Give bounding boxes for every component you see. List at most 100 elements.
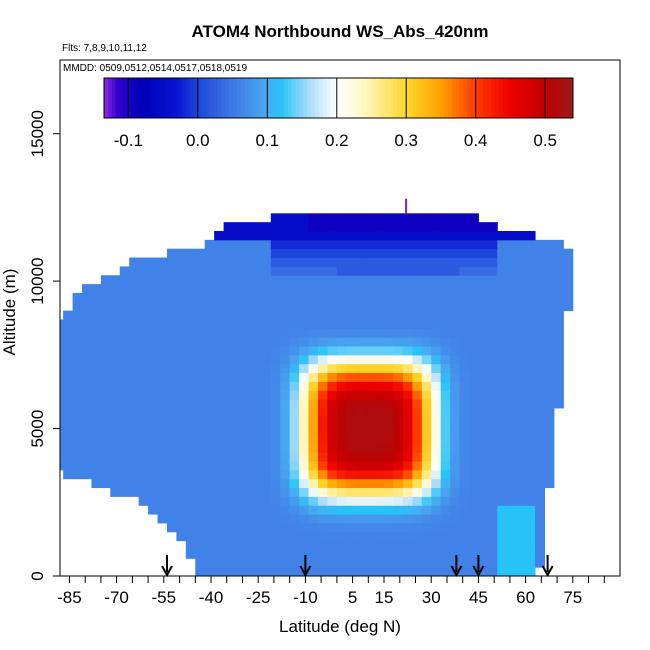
heat-cell xyxy=(82,337,92,347)
heat-cell xyxy=(204,505,215,515)
heat-spike xyxy=(405,198,408,214)
colorbar-swatch xyxy=(268,78,273,118)
heat-cell xyxy=(393,248,404,259)
heat-cell xyxy=(280,363,291,374)
colorbar-swatch xyxy=(272,78,277,118)
heat-cell xyxy=(478,257,489,267)
heat-cell xyxy=(336,505,347,515)
heat-cell xyxy=(214,372,225,382)
colorbar-swatch xyxy=(146,78,152,118)
heat-cell xyxy=(166,461,177,471)
heat-cell xyxy=(195,469,206,480)
heat-cell xyxy=(431,416,442,427)
heat-cell xyxy=(308,522,319,533)
heat-cell xyxy=(308,531,319,542)
x-tick-label: -25 xyxy=(246,588,271,607)
heat-cell xyxy=(431,239,442,250)
heat-cell xyxy=(166,257,177,267)
heat-cell xyxy=(487,425,498,435)
heat-cell xyxy=(270,478,281,489)
heat-cell xyxy=(63,452,74,462)
heat-cell xyxy=(270,328,281,338)
heat-cell xyxy=(506,363,517,374)
heat-cell xyxy=(166,407,177,418)
heat-cell xyxy=(393,425,404,435)
heat-cell xyxy=(299,231,310,241)
heat-cell xyxy=(412,496,423,506)
heat-cell xyxy=(553,337,564,347)
heat-cell xyxy=(450,434,461,444)
heat-cell xyxy=(487,487,498,497)
heat-cell xyxy=(346,399,357,409)
heat-cell xyxy=(516,354,527,365)
heat-cell xyxy=(421,354,432,365)
heat-cell xyxy=(412,540,423,550)
heat-cell xyxy=(223,372,234,382)
heat-cell xyxy=(544,407,555,418)
heat-cell xyxy=(72,434,83,444)
heat-cell xyxy=(138,284,149,294)
heat-cell xyxy=(374,284,385,294)
heat-cell xyxy=(289,354,300,365)
heat-cell xyxy=(365,469,376,480)
heat-cell xyxy=(506,248,517,259)
colorbar-swatch xyxy=(303,78,308,118)
heat-cell xyxy=(487,231,498,241)
heat-cell xyxy=(535,522,545,533)
heat-cell xyxy=(176,301,187,312)
heat-cell xyxy=(138,496,149,506)
colorbar-swatch xyxy=(189,78,195,118)
heat-cell xyxy=(148,266,159,276)
heat-cell xyxy=(176,496,187,506)
heat-cell xyxy=(280,531,291,542)
colorbar-swatch xyxy=(393,78,398,118)
heat-cell xyxy=(374,275,385,285)
heat-cell xyxy=(166,434,177,444)
heat-cell xyxy=(242,275,253,285)
colorbar-swatch xyxy=(287,78,292,118)
heat-cell xyxy=(308,381,319,391)
heat-cell xyxy=(233,505,243,515)
heat-cell xyxy=(336,469,347,480)
heat-cell xyxy=(535,434,545,444)
heat-cell xyxy=(185,531,196,542)
heat-cell xyxy=(214,416,225,427)
heat-cell xyxy=(336,257,347,267)
heat-cell xyxy=(506,567,517,577)
heat-cell xyxy=(421,266,432,276)
heat-cell xyxy=(317,310,328,320)
heat-cell xyxy=(497,310,508,320)
heat-cell xyxy=(308,275,319,285)
heat-cell xyxy=(214,487,225,497)
heat-cell xyxy=(365,266,376,276)
colorbar-swatch xyxy=(330,78,335,118)
heat-cell xyxy=(553,363,564,374)
heat-cell xyxy=(506,257,517,267)
heat-cell xyxy=(365,416,376,427)
heat-cell xyxy=(346,328,357,338)
heat-cell xyxy=(412,567,423,577)
heat-cell xyxy=(82,452,92,462)
heat-cell xyxy=(251,452,262,462)
heat-cell xyxy=(421,487,432,497)
heat-cell xyxy=(242,522,253,533)
heat-cell xyxy=(346,257,357,267)
heat-cell xyxy=(148,443,159,453)
heat-cell xyxy=(535,363,545,374)
heat-cell xyxy=(204,461,215,471)
heat-cell xyxy=(450,496,461,506)
heat-cell xyxy=(317,461,328,471)
colorbar-swatch xyxy=(256,78,261,118)
heat-cell xyxy=(468,372,479,382)
heat-cell xyxy=(100,461,111,471)
heat-cell xyxy=(185,284,196,294)
heat-cell xyxy=(421,514,432,524)
heat-cell xyxy=(506,266,517,276)
heat-cell xyxy=(317,275,328,285)
heat-cell xyxy=(129,310,140,320)
heat-cell xyxy=(336,540,347,550)
heat-cell xyxy=(525,319,536,329)
heat-cell xyxy=(535,505,545,515)
colorbar-swatch xyxy=(158,78,164,118)
colorbar: -0.1 0.0 0.1 0.2 0.3 0.4 0.5 xyxy=(103,77,574,150)
